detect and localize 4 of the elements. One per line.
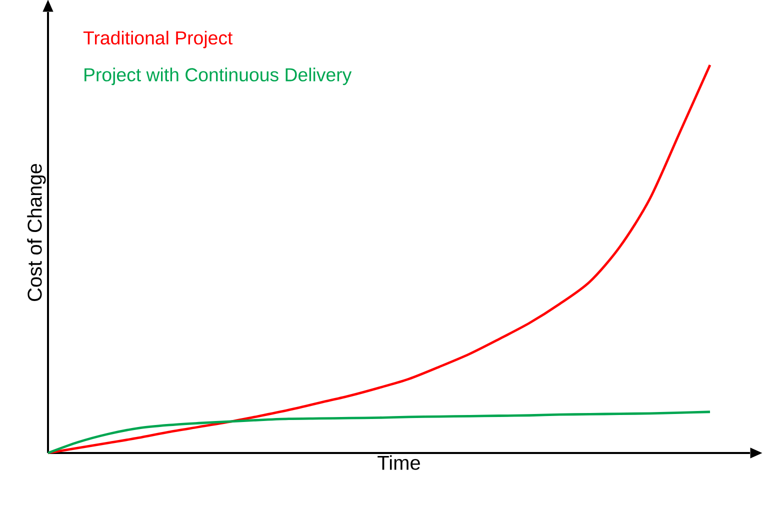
y-axis-title: Cost of Change xyxy=(27,164,46,301)
text: Traditional Project xyxy=(83,30,233,48)
x-axis-title: Time xyxy=(378,455,420,470)
text: Project with Continuous Delivery xyxy=(84,68,352,86)
